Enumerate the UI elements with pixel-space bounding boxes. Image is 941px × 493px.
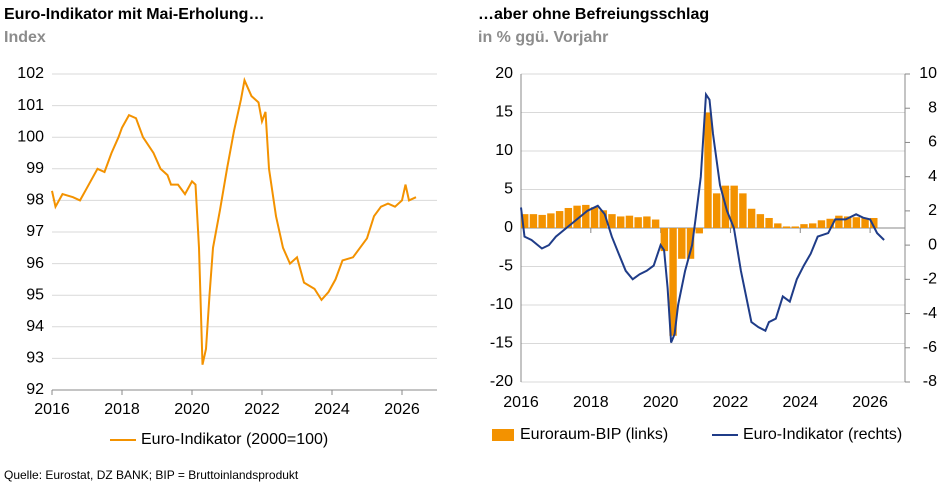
y-tick-label: -15	[490, 335, 513, 352]
bar	[608, 214, 616, 228]
bar	[826, 218, 834, 228]
bar	[686, 228, 695, 259]
bar	[817, 220, 826, 228]
y2-tick-label: 8	[928, 99, 937, 116]
x-tick-label: 2026	[852, 394, 888, 411]
chart-title: Euro-Indikator mit Mai-Erholung…	[4, 6, 264, 23]
bar	[547, 213, 555, 228]
bar	[695, 228, 703, 234]
bar	[617, 216, 625, 228]
bar	[765, 217, 773, 228]
y-tick-label: 10	[495, 142, 513, 159]
bar	[756, 214, 765, 228]
bar	[669, 228, 677, 336]
bar	[870, 217, 878, 228]
y2-tick-label: -2	[923, 271, 937, 288]
bar	[835, 215, 843, 228]
y-tick-label: 98	[26, 192, 44, 209]
y2-tick-label: 4	[928, 168, 937, 185]
bar	[800, 224, 808, 228]
y2-tick-label: -6	[923, 339, 937, 356]
y2-tick-label: -8	[923, 373, 937, 390]
bar	[660, 228, 669, 252]
y-tick-label: -20	[490, 373, 513, 390]
bar	[590, 207, 599, 228]
x-tick-label: 2022	[244, 401, 280, 418]
x-tick-label: 2016	[503, 394, 539, 411]
y-tick-label: 97	[26, 223, 44, 240]
y-tick-label: 96	[26, 255, 44, 272]
legend-swatch	[492, 429, 514, 441]
bar	[791, 226, 799, 228]
y2-tick-label: 6	[928, 134, 937, 151]
x-tick-label: 2020	[174, 401, 210, 418]
chart-title: …aber ohne Befreiungsschlag	[478, 6, 709, 23]
bar	[634, 217, 642, 228]
legend-label: Euro-Indikator (2000=100)	[141, 431, 328, 448]
x-tick-label: 2024	[314, 401, 350, 418]
bar	[555, 211, 564, 228]
y-tick-label: 0	[504, 219, 513, 236]
bar	[529, 214, 538, 228]
legend-label: Euro-Indikator (rechts)	[743, 426, 902, 443]
bar	[573, 205, 581, 228]
y-tick-label: 5	[504, 181, 513, 198]
y-tick-label: -10	[490, 296, 513, 313]
y-tick-label: 92	[26, 381, 44, 398]
data-line	[520, 91, 885, 343]
y-tick-label: 101	[17, 97, 44, 114]
y2-tick-label: 2	[928, 202, 937, 219]
bar	[843, 216, 852, 228]
bar	[730, 185, 738, 228]
y-tick-label: 93	[26, 350, 44, 367]
y-tick-label: 94	[26, 318, 44, 335]
source-note: Quelle: Eurostat, DZ BANK; BIP = Bruttoi…	[4, 468, 299, 482]
y-tick-label: -5	[499, 258, 513, 275]
data-line	[51, 76, 417, 365]
bar	[651, 219, 660, 228]
chart-subtitle: Index	[4, 29, 46, 46]
bar	[809, 223, 817, 228]
bar	[852, 217, 861, 228]
bar	[599, 210, 607, 228]
y-tick-label: 15	[495, 104, 513, 121]
bar	[774, 223, 782, 228]
bar	[713, 193, 721, 228]
chart-subtitle: in % ggü. Vorjahr	[478, 29, 608, 46]
x-tick-label: 2026	[384, 401, 420, 418]
bar	[739, 193, 747, 228]
x-tick-label: 2022	[713, 394, 749, 411]
bar	[564, 207, 573, 228]
y-tick-label: 100	[17, 128, 44, 145]
bar	[704, 112, 712, 228]
bar	[861, 217, 869, 228]
bar	[747, 208, 756, 228]
bar	[643, 216, 651, 228]
y2-tick-label: 0	[928, 236, 937, 253]
bar	[582, 204, 590, 228]
bar	[678, 228, 686, 259]
bar	[782, 226, 791, 228]
y2-tick-label: 10	[919, 65, 937, 82]
y-tick-label: 95	[26, 286, 44, 303]
x-tick-label: 2018	[573, 394, 609, 411]
legend-label: Euroraum-BIP (links)	[520, 426, 668, 443]
x-tick-label: 2016	[34, 401, 70, 418]
x-tick-label: 2024	[782, 394, 818, 411]
x-tick-label: 2018	[104, 401, 140, 418]
y-tick-label: 99	[26, 160, 44, 177]
x-tick-label: 2020	[643, 394, 679, 411]
bar	[538, 214, 546, 228]
y-tick-label: 102	[17, 65, 44, 82]
y-tick-label: 20	[495, 65, 513, 82]
bar	[521, 214, 529, 228]
bar	[625, 215, 634, 228]
y2-tick-label: -4	[923, 305, 937, 322]
